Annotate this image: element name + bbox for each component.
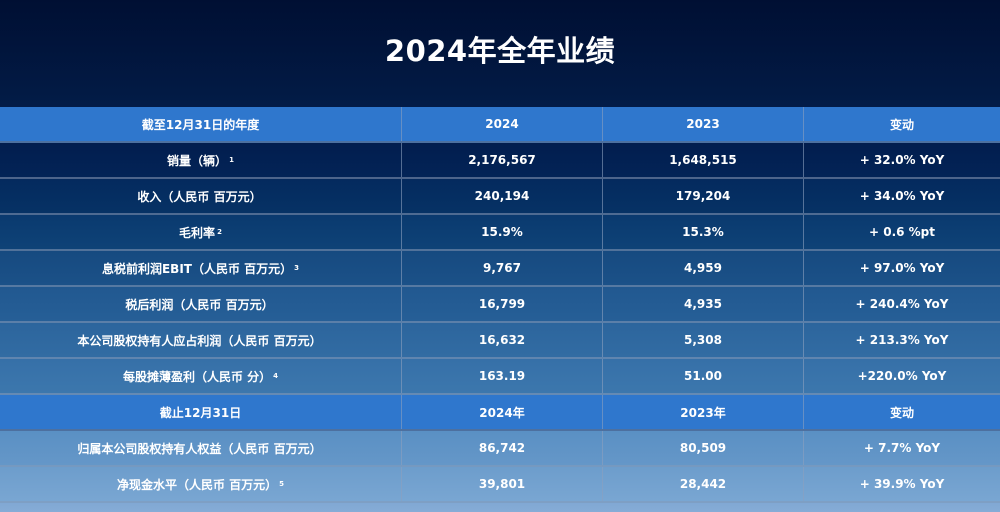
value-2023: 15.3% (603, 215, 804, 249)
row-label: 毛利率 2 (0, 215, 402, 249)
row-label: 净现金水平（人民币 百万元） 5 (0, 467, 402, 501)
footnote-marker: 4 (273, 372, 279, 380)
value-2024: 240,194 (402, 179, 603, 213)
table-row-net-cash: 净现金水平（人民币 百万元） 5 39,801 28,442 + 39.9% Yo… (0, 467, 1000, 503)
page-title: 2024年全年业绩 (384, 34, 616, 68)
value-2023: 4,959 (603, 251, 804, 285)
row-label: 收入（人民币 百万元） (0, 179, 402, 213)
value-2024: 16,632 (402, 323, 603, 357)
table-row-sales-volume: 销量（辆） 1 2,176,567 1,648,515 + 32.0% YoY (0, 143, 1000, 179)
value-2023: 1,648,515 (603, 143, 804, 177)
row-label: 销量（辆） 1 (0, 143, 402, 177)
value-2024: 163.19 (402, 359, 603, 393)
header-period: 截至12月31日的年度 (0, 107, 402, 141)
header-change: 变动 (889, 117, 914, 132)
table-header-annual: 截至12月31日的年度 2024 2023 变动 (0, 107, 1000, 143)
table-row-attributable-profit: 本公司股权持有人应占利润（人民币 百万元） 16,632 5,308 + 213… (0, 323, 1000, 359)
value-2023: 5,308 (603, 323, 804, 357)
header-change: 变动 (889, 405, 914, 420)
table-row-shareholder-equity: 归属本公司股权持有人权益（人民币 百万元） 86,742 80,509 + 7.… (0, 431, 1000, 467)
row-label: 本公司股权持有人应占利润（人民币 百万元） (0, 323, 402, 357)
value-2024: 2,176,567 (402, 143, 603, 177)
value-2024: 86,742 (402, 431, 603, 465)
header-as-of: 截止12月31日 (0, 395, 402, 429)
value-change: + 34.0% YoY (859, 189, 945, 203)
footnote-marker: 1 (229, 156, 234, 164)
value-change: + 39.9% YoY (859, 477, 945, 491)
row-label: 息税前利润EBIT（人民币 百万元） 3 (0, 251, 402, 285)
footnote-marker: 2 (217, 228, 222, 236)
table-header-year-end: 截止12月31日 2024年 2023年 变动 (0, 395, 1000, 431)
value-2023: 80,509 (603, 431, 804, 465)
header-2024: 2024年 (402, 395, 603, 429)
value-change: +220.0% YoY (857, 369, 947, 383)
row-label: 每股摊薄盈利（人民币 分） 4 (0, 359, 402, 393)
value-2023: 179,204 (603, 179, 804, 213)
value-2024: 15.9% (402, 215, 603, 249)
value-change: + 32.0% YoY (859, 153, 945, 167)
header-2023: 2023年 (603, 395, 804, 429)
value-2023: 28,442 (603, 467, 804, 501)
value-change: + 213.3% YoY (855, 333, 949, 347)
table-row-gross-margin: 毛利率 2 15.9% 15.3% + 0.6 %pt (0, 215, 1000, 251)
row-label: 税后利润（人民币 百万元） (0, 287, 402, 321)
value-2024: 16,799 (402, 287, 603, 321)
header-2023: 2023 (603, 107, 804, 141)
footnote-marker: 3 (294, 264, 300, 272)
value-change: + 7.7% YoY (863, 441, 941, 455)
value-change: + 240.4% YoY (855, 297, 949, 311)
table-row-net-profit: 税后利润（人民币 百万元） 16,799 4,935 + 240.4% YoY (0, 287, 1000, 323)
value-2023: 51.00 (603, 359, 804, 393)
footnote-marker: 5 (279, 480, 285, 488)
table-row-ebit: 息税前利润EBIT（人民币 百万元） 3 9,767 4,959 + 97.0% … (0, 251, 1000, 287)
value-2024: 39,801 (402, 467, 603, 501)
value-change: + 0.6 %pt (868, 225, 936, 239)
value-2024: 9,767 (402, 251, 603, 285)
table-row-diluted-eps: 每股摊薄盈利（人民币 分） 4 163.19 51.00 +220.0% YoY (0, 359, 1000, 395)
value-2023: 4,935 (603, 287, 804, 321)
results-table: 截至12月31日的年度 2024 2023 变动 销量（辆） 1 2,176,56… (0, 107, 1000, 503)
value-change: + 97.0% YoY (859, 261, 945, 275)
row-label: 归属本公司股权持有人权益（人民币 百万元） (0, 431, 402, 465)
table-row-revenue: 收入（人民币 百万元） 240,194 179,204 + 34.0% YoY (0, 179, 1000, 215)
header-2024: 2024 (402, 107, 603, 141)
